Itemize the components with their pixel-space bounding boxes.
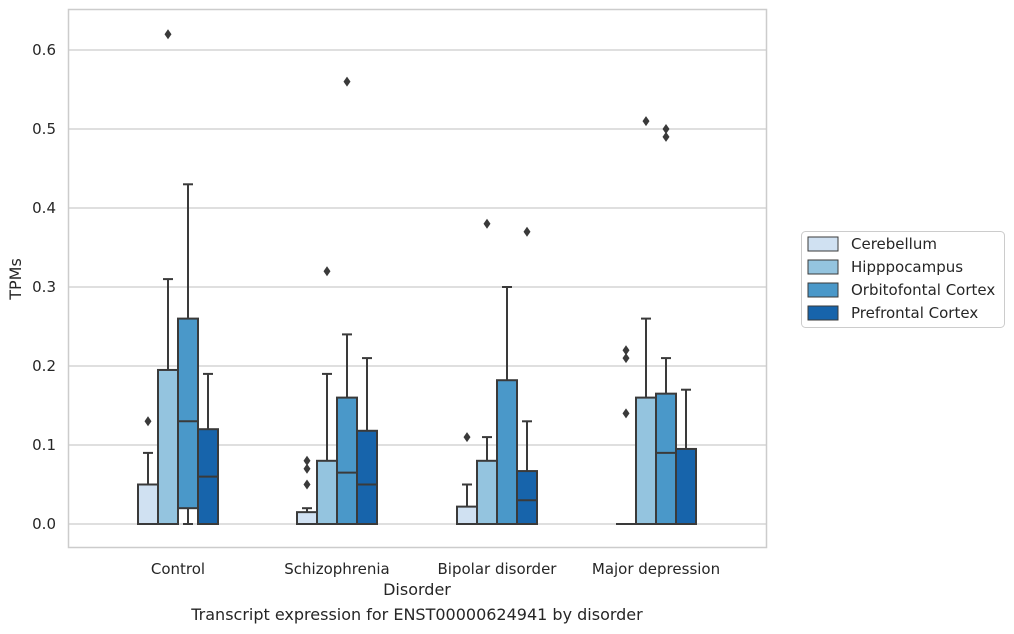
plot-frame [67,8,768,549]
box-prefrontal-cortex-1 [356,357,378,525]
legend-swatch [807,236,839,252]
y-tick-label: 0.2 [32,357,56,375]
box-orbitofontal-cortex-2 [496,286,518,525]
box-body [655,392,677,525]
box-body [456,505,478,525]
outlier-point [303,463,311,474]
box-body [137,483,159,525]
outlier-point [343,76,351,87]
box-orbitofontal-cortex-3 [655,124,677,525]
outlier-point [622,353,630,364]
legend-frame [801,231,1005,328]
box-hipppocampus-0 [157,29,179,526]
y-tick-label: 0.3 [32,278,56,296]
y-tick-label: 0.5 [32,120,56,138]
legend-label: Prefrontal Cortex [851,304,978,322]
legend-label: Orbitofontal Cortex [851,281,995,299]
figure-caption: Transcript expression for ENST0000062494… [191,605,643,624]
box-prefrontal-cortex-0 [197,372,219,526]
box-prefrontal-cortex-2 [516,226,538,526]
outlier-point [303,479,311,490]
outlier-point [483,218,491,229]
box-cerebellum-3 [616,345,636,525]
box-body [316,459,338,525]
box-body [157,368,179,526]
x-tick-label: Bipolar disorder [438,560,558,578]
box-body [516,470,538,526]
box-layer [137,29,697,526]
outlier-point [622,408,630,419]
legend-swatch [807,259,839,275]
outlier-point [662,124,670,134]
outlier-point [323,266,331,277]
box-body [476,459,498,525]
box-hipppocampus-2 [476,218,498,525]
box-cerebellum-2 [456,432,478,525]
outlier-point [642,116,650,127]
box-body [675,447,697,526]
x-axis-title: Disorder [383,580,451,599]
box-body [356,429,378,525]
legend-swatch [807,282,839,298]
y-tick-label: 0.0 [32,515,56,533]
legend-label: Cerebellum [851,235,937,253]
box-body [177,317,199,510]
x-tick-label: Major depression [592,560,720,578]
box-cerebellum-0 [137,416,159,525]
outlier-point [144,416,152,427]
box-cerebellum-1 [296,455,318,526]
box-orbitofontal-cortex-1 [336,76,358,526]
box-body [336,396,358,526]
outlier-point [523,226,531,237]
box-body [635,396,657,526]
box-prefrontal-cortex-3 [675,388,697,526]
outlier-point [463,432,471,443]
x-axis-ticks: Control Schizophrenia Bipolar disorder Majo… [151,560,720,578]
legend: Cerebellum Hipppocampus Orbitofontal Corte… [801,231,1005,328]
box-hipppocampus-3 [635,116,657,526]
outlier-point [303,455,311,466]
legend-swatch [807,305,839,321]
y-tick-label: 0.1 [32,436,56,454]
outlier-point [164,29,172,40]
outlier-point [622,345,630,356]
y-axis-title: TPMs [6,258,25,301]
box-body [496,379,518,525]
box-body [296,511,318,526]
y-axis-ticks: 0.0 0.1 0.2 0.3 0.4 0.5 0.6 [32,41,56,533]
y-tick-label: 0.6 [32,41,56,59]
legend-label: Hipppocampus [851,258,963,276]
x-tick-label: Schizophrenia [284,560,389,578]
y-tick-label: 0.4 [32,199,56,217]
legend-items: Cerebellum Hipppocampus Orbitofontal Corte… [807,235,995,322]
x-tick-label: Control [151,560,205,578]
box-hipppocampus-1 [316,266,338,525]
outlier-point [662,131,670,142]
box-orbitofontal-cortex-0 [177,183,199,525]
